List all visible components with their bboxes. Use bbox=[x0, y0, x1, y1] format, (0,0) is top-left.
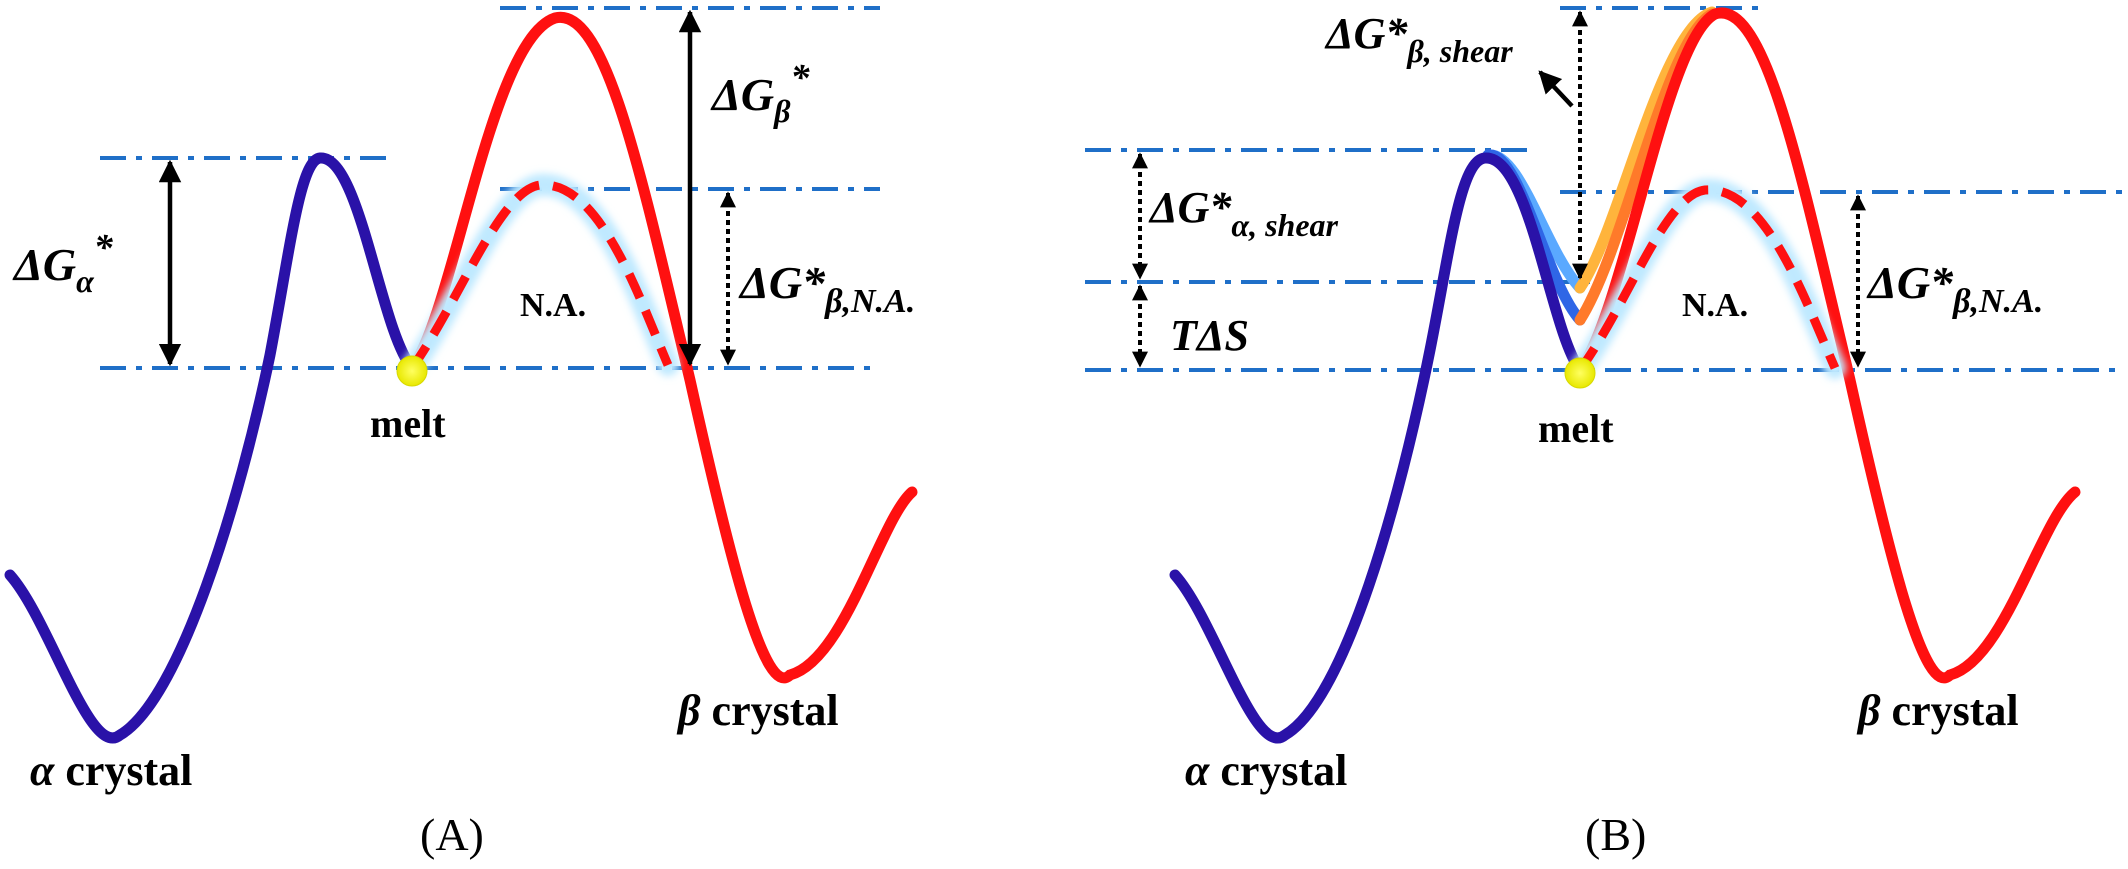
alpha-curve-b bbox=[1169, 152, 1586, 744]
label-delta-g-beta-shear: ΔG*β, shear bbox=[1324, 9, 1513, 69]
label-melt-b: melt bbox=[1538, 406, 1614, 451]
panel-b: ΔG*β, shear ΔG*α, shear TΔS ΔG*β,N.A. N.… bbox=[1085, 6, 2125, 860]
label-alpha-crystal: α crystal bbox=[30, 746, 192, 795]
label-na-b: N.A. bbox=[1682, 287, 1748, 324]
melt-dot bbox=[396, 355, 428, 387]
label-delta-g-beta-na: ΔG*β,N.A. bbox=[738, 257, 915, 320]
label-delta-g-alpha-shear: ΔG*α, shear bbox=[1148, 183, 1339, 243]
beta-curve-b bbox=[1574, 7, 2081, 684]
pointer-arrow-shear bbox=[1538, 70, 1574, 108]
na-curve-b bbox=[1576, 185, 1840, 373]
panel-a: ΔGα* ΔGβ* ΔG*β,N.A. N.A. melt α crystal … bbox=[4, 6, 918, 860]
label-delta-g-beta-na-b: ΔG*β,N.A. bbox=[1866, 257, 2043, 320]
na-curve bbox=[408, 180, 673, 371]
label-t-delta-s: TΔS bbox=[1170, 311, 1249, 360]
label-delta-g-alpha: ΔGα* bbox=[12, 227, 114, 299]
label-delta-g-beta: ΔGβ* bbox=[710, 57, 810, 129]
label-na: N.A. bbox=[520, 287, 586, 324]
melt-dot-b bbox=[1564, 357, 1596, 389]
caption-a: (A) bbox=[420, 809, 484, 860]
label-melt: melt bbox=[370, 401, 446, 446]
beta-curve bbox=[406, 11, 918, 684]
label-beta-crystal: β crystal bbox=[676, 686, 839, 735]
label-beta-crystal-b: β crystal bbox=[1856, 686, 2019, 735]
caption-b: (B) bbox=[1585, 809, 1646, 860]
alpha-curve bbox=[4, 152, 418, 744]
label-alpha-crystal-b: α crystal bbox=[1185, 746, 1347, 795]
